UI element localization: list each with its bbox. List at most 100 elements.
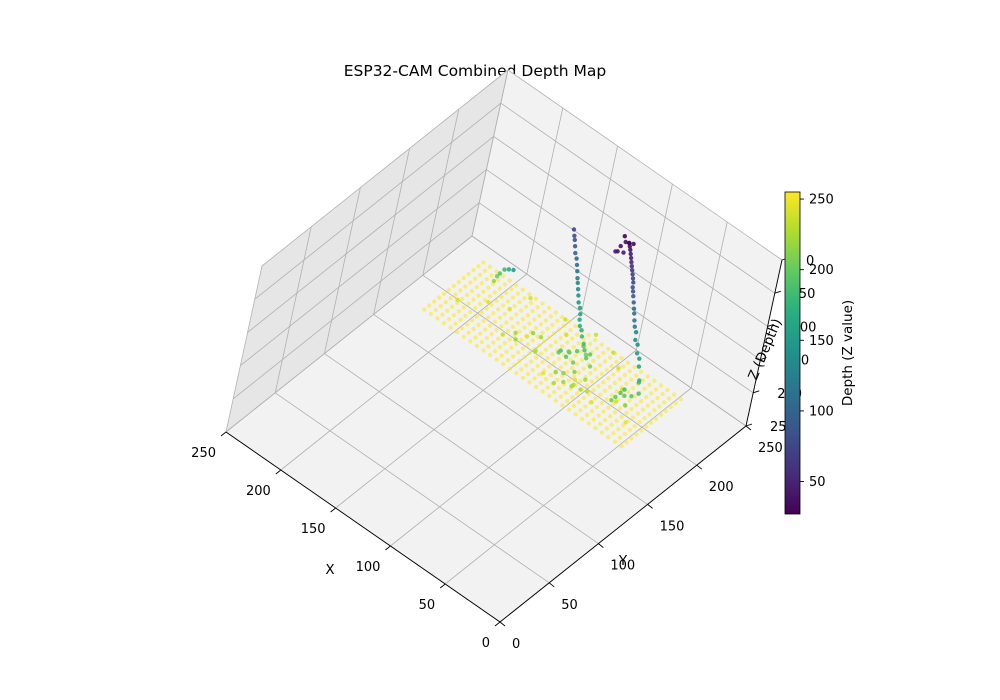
depth-point: [461, 334, 466, 339]
depth-point: [540, 301, 545, 306]
depth-point: [492, 319, 498, 324]
depth-point: [596, 354, 601, 359]
depth-point: [611, 372, 616, 377]
depth-point: [624, 410, 629, 416]
depth-point: [504, 290, 509, 296]
back-right-gridline-z: [261, 69, 509, 267]
depth-point: [555, 318, 560, 324]
back-left-gridline-z: [500, 102, 776, 294]
depth-point: [507, 306, 512, 312]
depth-point: [611, 350, 616, 355]
depth-point: [574, 361, 580, 367]
depth-point: [609, 393, 614, 398]
depth-point: [601, 409, 606, 414]
depth-point: [572, 237, 577, 243]
depth-point: [632, 311, 637, 316]
depth-point: [635, 342, 640, 347]
depth-point: [629, 259, 634, 265]
depth-point: [494, 298, 499, 303]
depth-point: [622, 372, 627, 378]
depth-point: [528, 359, 534, 364]
x-tick-mark: [275, 469, 282, 475]
depth-point: [479, 339, 484, 345]
back-left-gridline-z: [486, 169, 761, 360]
depth-point: [572, 233, 577, 238]
depth-point: [579, 416, 585, 421]
depth-point: [577, 323, 583, 329]
depth-point: [558, 394, 563, 399]
depth-point: [609, 363, 614, 369]
depth-point: [502, 341, 507, 346]
depth-point: [573, 412, 578, 417]
depth-point: [546, 305, 552, 311]
depth-point: [599, 430, 605, 435]
depth-point: [563, 390, 568, 395]
depth-point: [639, 428, 644, 433]
depth-point: [515, 291, 521, 296]
depth-point: [481, 260, 486, 265]
depth-point: [622, 393, 627, 398]
depth-point: [551, 380, 557, 386]
depth-point: [448, 325, 453, 330]
depth-point: [632, 423, 637, 429]
depth-point: [552, 389, 557, 395]
depth-point: [448, 296, 453, 301]
depth-point: [581, 366, 586, 371]
depth-point: [640, 407, 646, 412]
x-tick-label: 100: [356, 560, 381, 575]
depth-point: [588, 341, 593, 346]
depth-point: [609, 422, 614, 427]
depth-point: [632, 324, 637, 329]
depth-point: [435, 316, 440, 321]
depth-point: [553, 310, 558, 315]
depth-point: [655, 395, 660, 401]
depth-point: [596, 413, 601, 418]
depth-point: [514, 371, 519, 376]
x-tick-mark: [494, 621, 501, 627]
depth-point: [468, 339, 473, 344]
depth-point: [556, 327, 562, 332]
depth-point: [627, 398, 632, 403]
depth-point: [584, 389, 590, 394]
depth-point: [471, 326, 476, 332]
depth-point: [489, 273, 494, 278]
back-right-gridline-y: [225, 265, 263, 433]
depth-point: [547, 335, 552, 340]
depth-point: [625, 389, 631, 395]
depth-point: [583, 352, 589, 357]
depth-point: [486, 344, 491, 349]
depth-point: [607, 384, 613, 389]
depth-point: [579, 328, 584, 333]
depth-point: [660, 391, 665, 397]
depth-point: [520, 287, 525, 292]
x-tick-mark: [330, 507, 336, 513]
depth-point: [591, 358, 596, 363]
depth-point: [640, 378, 645, 383]
depth-point: [502, 311, 507, 317]
depth-point: [487, 323, 493, 328]
depth-point: [581, 395, 586, 401]
depth-point: [489, 302, 494, 307]
depth-point: [468, 280, 473, 285]
depth-point: [627, 427, 632, 433]
depth-point: [461, 305, 466, 310]
back-left-gridline-z: [471, 235, 747, 427]
depth-point: [567, 350, 572, 355]
depth-point: [622, 387, 627, 392]
depth-point: [564, 332, 569, 338]
x-tick-label: 250: [191, 446, 216, 461]
depth-point: [576, 399, 581, 405]
depth-point: [533, 349, 538, 354]
depth-point: [577, 317, 582, 322]
depth-point: [606, 376, 611, 381]
depth-point: [591, 387, 596, 393]
depth-point: [635, 411, 641, 416]
axis-lines: [225, 259, 783, 623]
depth-point: [571, 344, 576, 350]
depth-point: [509, 316, 514, 321]
depth-point: [631, 306, 637, 311]
depth-point: [458, 317, 463, 322]
depth-point: [612, 380, 618, 386]
depth-point: [671, 392, 677, 397]
depth-point: [631, 241, 636, 247]
